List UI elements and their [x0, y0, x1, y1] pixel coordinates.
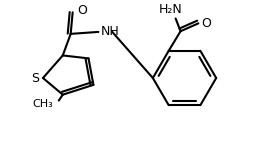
- Text: CH₃: CH₃: [32, 99, 53, 110]
- Text: S: S: [31, 72, 39, 84]
- Text: NH: NH: [100, 25, 119, 38]
- Text: H₂N: H₂N: [159, 3, 182, 16]
- Text: O: O: [78, 4, 87, 17]
- Text: O: O: [201, 17, 211, 30]
